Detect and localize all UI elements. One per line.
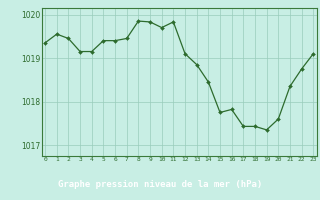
- Text: Graphe pression niveau de la mer (hPa): Graphe pression niveau de la mer (hPa): [58, 180, 262, 189]
